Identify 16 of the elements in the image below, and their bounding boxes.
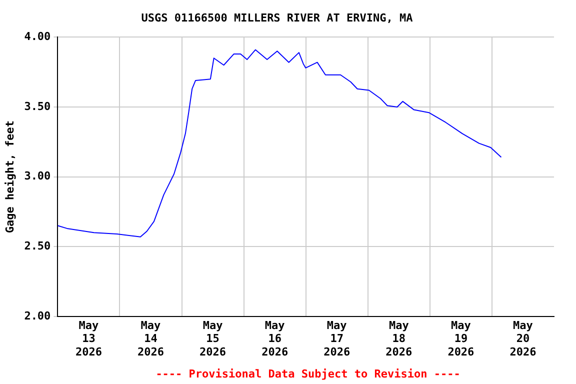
x-tick-label: May 13 2026: [75, 318, 102, 358]
x-tick-label: May 20 2026: [510, 318, 537, 358]
chart-title: USGS 01166500 MILLERS RIVER AT ERVING, MA: [141, 11, 414, 24]
y-tick-label: 4.00: [24, 30, 51, 44]
x-tick-label: May 18 2026: [386, 318, 413, 358]
x-tick-label: May 15 2026: [200, 318, 226, 358]
y-tick-label: 3.00: [24, 170, 51, 183]
x-tick-label: May 19 2026: [448, 318, 475, 358]
x-tick-label: May 16 2026: [262, 318, 288, 358]
y-tick-label: 2.50: [24, 239, 51, 252]
text: ---- Provisional Data Subject to Revision ----: [156, 367, 460, 380]
x-tick-label: May 17 2026: [324, 318, 350, 358]
y-axis-title: Gage height, feet: [3, 120, 16, 234]
y-tick-label: 2.00: [24, 309, 51, 322]
y-tick-label: 3.50: [24, 100, 51, 113]
x-tick-label: May 14 2026: [138, 318, 164, 358]
